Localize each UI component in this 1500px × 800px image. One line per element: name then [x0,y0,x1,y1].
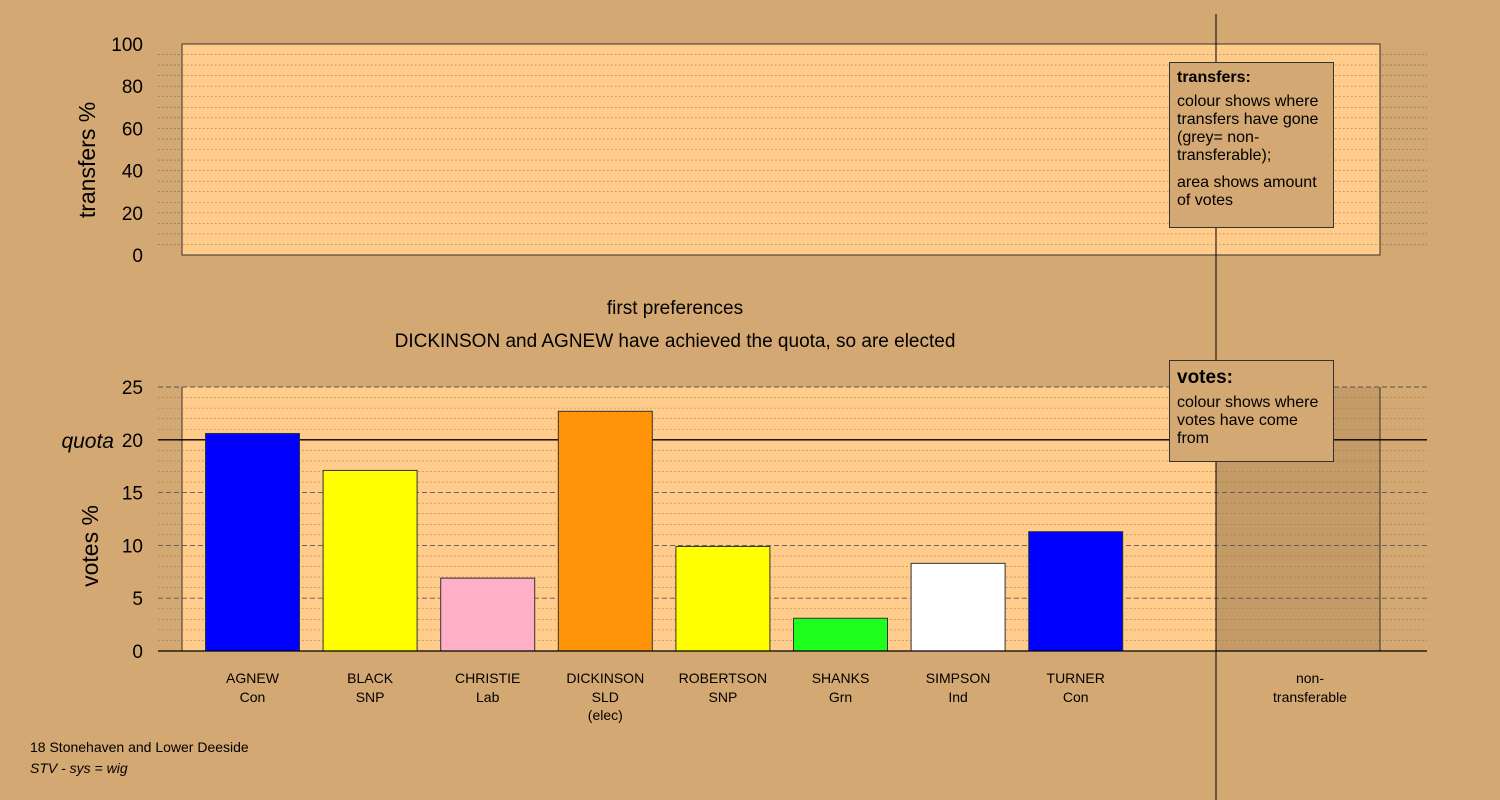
candidate-name-label: BLACK [347,670,394,686]
bar-simpson [910,562,1006,652]
votes-tick-label: 15 [122,484,143,505]
candidate-party-label: Con [1063,689,1089,705]
transfers-tick-label: 80 [122,77,143,98]
votes-legend: votes: colour shows where votes have com… [1169,360,1334,462]
transfers-legend-title: transfers: [1177,69,1251,86]
chart-subtitle: first preferences [607,298,743,319]
footer-constituency: 18 Stonehaven and Lower Deeside [30,739,249,755]
candidate-name-label: AGNEW [226,670,280,686]
transfers-legend: transfers: colour shows where transfers … [1169,62,1334,228]
candidate-party-label: Grn [829,689,852,705]
bar-black [322,469,418,652]
chart-titles: first preferences DICKINSON and AGNEW ha… [395,298,956,352]
candidate-party-label: Ind [948,689,967,705]
votes-legend-text: colour shows where votes have come from [1177,394,1319,447]
bar-robertson [675,545,771,652]
candidate-name-label: SIMPSON [926,670,991,686]
transfers-tick-label: 20 [122,204,143,225]
votes-tick-label: 20 [122,431,143,452]
candidate-party-label: Lab [476,689,500,705]
candidate-party-label: Con [240,689,266,705]
candidate-name-label: CHRISTIE [455,670,520,686]
bar-turner [1028,531,1124,652]
candidate-name-label: ROBERTSON [679,670,767,686]
votes-tick-label: 25 [122,378,143,399]
votes-tick-label: 10 [122,536,143,557]
bar-dickinson [557,410,653,652]
bar-shanks [793,617,888,652]
non-transferable-label: non- [1296,670,1324,686]
transfers-legend-text-colour: colour shows where transfers have gone (… [1177,93,1319,164]
quota-label: quota [61,430,114,453]
footer-system: STV - sys = wig [30,760,128,776]
candidate-name-label: DICKINSON [566,670,644,686]
chart-title: DICKINSON and AGNEW have achieved the qu… [395,331,956,352]
candidate-name-label: SHANKS [812,670,870,686]
votes-legend-title: votes: [1177,367,1233,388]
transfers-tick-label: 40 [122,162,143,183]
candidate-note-label: (elec) [588,707,623,723]
transfers-tick-label: 100 [111,35,143,56]
candidate-party-label: SNP [709,689,738,705]
transfers-tick-label: 0 [132,246,143,267]
votes-tick-label: 5 [132,589,143,610]
candidate-party-label: SLD [592,689,619,705]
bar-agnew [205,432,300,652]
votes-tick-label: 0 [132,642,143,663]
transfers-legend-text-area: area shows amount of votes [1177,174,1317,209]
non-transferable-label: transferable [1273,689,1347,705]
transfers-axis-label: transfers % [74,102,100,218]
candidate-name-label: TURNER [1047,670,1105,686]
transfers-tick-label: 60 [122,119,143,140]
bar-christie [440,577,536,652]
votes-axis-label: votes % [77,505,103,587]
candidate-party-label: SNP [356,689,385,705]
